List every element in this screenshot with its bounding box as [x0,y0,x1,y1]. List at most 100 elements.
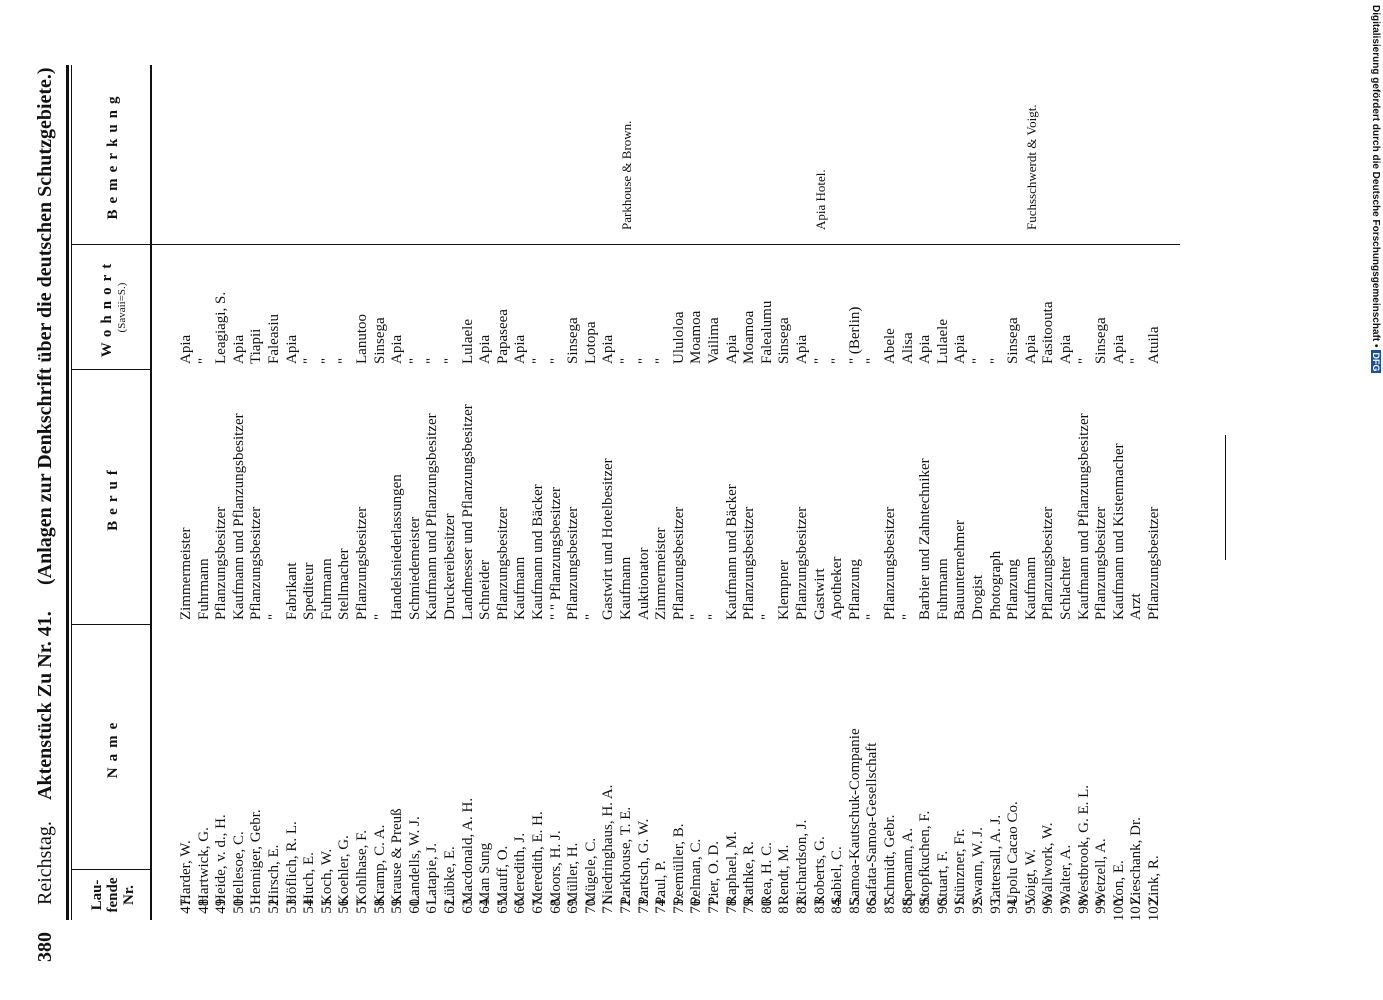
cell-name: Mauff, O. [494,845,511,905]
cell-occupation: Pflanzungsbesitzer [1146,506,1162,620]
column-divider [72,244,1180,245]
cell-name: Hellesoe, C. [230,831,247,905]
cell-occupation: " [688,613,705,620]
cell-occupation: Kaufmann [618,556,634,620]
cell-occupation: Kaufmann und Bäcker [723,484,740,620]
cell-occupation: Arzt [1128,593,1145,620]
rule [66,65,69,920]
cell-occupation: Pflanzungsbesitzer [565,506,582,620]
cell-name: Raphael, M. [723,831,740,905]
cell-residence: " [301,357,318,364]
cell-name: Swann, W. J. [970,827,986,905]
cell-name: Yon, E. [1110,860,1127,905]
cell-name: Macdonald, A. H. [459,797,476,905]
cell-residence: " [864,357,881,364]
funding-note: Digitalisierung gefördert durch die Deut… [1369,5,1383,395]
cell-occupation: Gastwirt [811,568,828,620]
cell-occupation: Schneider [477,560,494,620]
column-header: Wohnort (Savaii=S.) [78,245,148,370]
cell-occupation: " [371,613,388,620]
cell-name: Peemüller, B. [670,823,687,905]
cell-residence: Apia [723,334,740,364]
cell-name: Heide, v. d., H. [213,814,230,905]
cell-name: Stuart, F. [934,850,951,905]
cell-occupation: Bauunternehmer [952,520,969,620]
page-number: 380 [34,932,56,962]
cell-residence: " [618,357,634,364]
cell-name: Meredith, J. [512,832,529,905]
cell-occupation: Pflanzungsbesitzer [248,506,265,620]
cell-residence: " [653,357,670,364]
cell-residence: Vailima [706,317,722,364]
cell-occupation: Kaufmann [512,556,529,620]
cell-name: Müller, H. [565,842,582,905]
cell-occupation: Apotheker [829,556,846,620]
cell-occupation: " [706,613,722,620]
cell-name: Pier, O. D. [706,841,722,905]
cell-residence: Apia [600,334,617,364]
cell-residence: Apia [230,334,247,364]
cell-name: Harder, W. [178,840,194,905]
cell-residence: Apia [1110,334,1127,364]
cell-residence: Faleasiu [266,314,282,364]
cell-residence: " (Berlin) [846,306,863,364]
cell-name: Richardson, J. [794,819,810,905]
cell-residence: " [829,357,846,364]
end-rule [1225,435,1226,560]
column-header-note: (Savaii=S.) [115,282,128,333]
cell-residence: Fasitoouta [1040,301,1057,365]
cell-name: Pelman, C. [688,838,705,905]
cell-name: Zink, R. [1146,855,1162,905]
cell-remark: Apia Hotel. [812,169,828,230]
cell-residence: Lulaele [459,319,476,364]
cell-occupation: Pflanzungsbesitzer [1040,506,1057,620]
cell-occupation: " [582,613,599,620]
column-header: Lau- fende Nr. [89,877,137,913]
cell-residence: Apia [389,334,406,364]
cell-occupation: Pflanzungsbesitzer [494,506,511,620]
cell-residence: Lotopa [582,321,599,365]
cell-residence: Alisa [899,332,916,364]
cell-residence: Ululoloa [670,311,687,365]
cell-residence: " [336,357,353,364]
cell-name: Hartwick, G. [195,827,212,905]
cell-name: Sabiel, C. [829,846,846,905]
cell-occupation: Pflanzungsbesitzer [741,506,758,620]
cell-name: Safata-Samoa-Gesellschaft [864,742,881,905]
cell-residence: " [195,357,212,364]
cell-name: Wetzell, A. [1093,838,1110,905]
cell-residence: " [1075,357,1092,364]
cell-residence: Leagiagi, S. [213,291,230,364]
cell-name: Tattersall, A. J. [987,814,1004,905]
cell-residence: Sinsega [1093,317,1110,364]
cell-name: Stopfkuchen, F. [917,810,934,905]
cell-name: Upolu Cacao Co. [1005,801,1022,905]
cell-occupation: Stellmacher [336,548,353,620]
cell-occupation: Pflanzungsbesitzer [1093,506,1110,620]
cell-occupation: Kaufmann und Pflanzungsbesitzer [1075,413,1092,620]
cell-name: Rathke, R. [741,841,758,905]
cell-name: Westbrook, G. E. L. [1075,784,1092,905]
cell-residence: Lanutoo [354,314,370,364]
logo: DFG [1371,350,1381,374]
cell-residence: " [530,357,546,364]
cell-residence: " [442,357,458,364]
cell-occupation: Drogist [970,575,986,620]
cell-name: Wallwork, W. [1040,822,1057,905]
cell-occupation: Kaufmann [1022,556,1039,620]
cell-occupation: Spediteur [301,562,318,621]
cell-name: Parkhouse, T. E. [618,806,634,905]
cell-residence: Falealumu [758,300,775,364]
cell-occupation: Pflanzung [846,559,863,620]
cell-name: Stünzner, Fr. [952,828,969,905]
cell-residence: Moamoa [688,310,705,364]
cell-residence: Apia [794,334,810,364]
cell-occupation: Handelsniederlassungen [389,474,406,620]
cell-residence: " [811,357,828,364]
cell-residence: " [635,357,652,364]
cell-residence: " [424,357,441,364]
cell-residence: Apia [283,334,300,364]
cell-name: Koch, W. [318,848,335,905]
cell-occupation: Pflanzungsbesitzer [354,506,370,620]
